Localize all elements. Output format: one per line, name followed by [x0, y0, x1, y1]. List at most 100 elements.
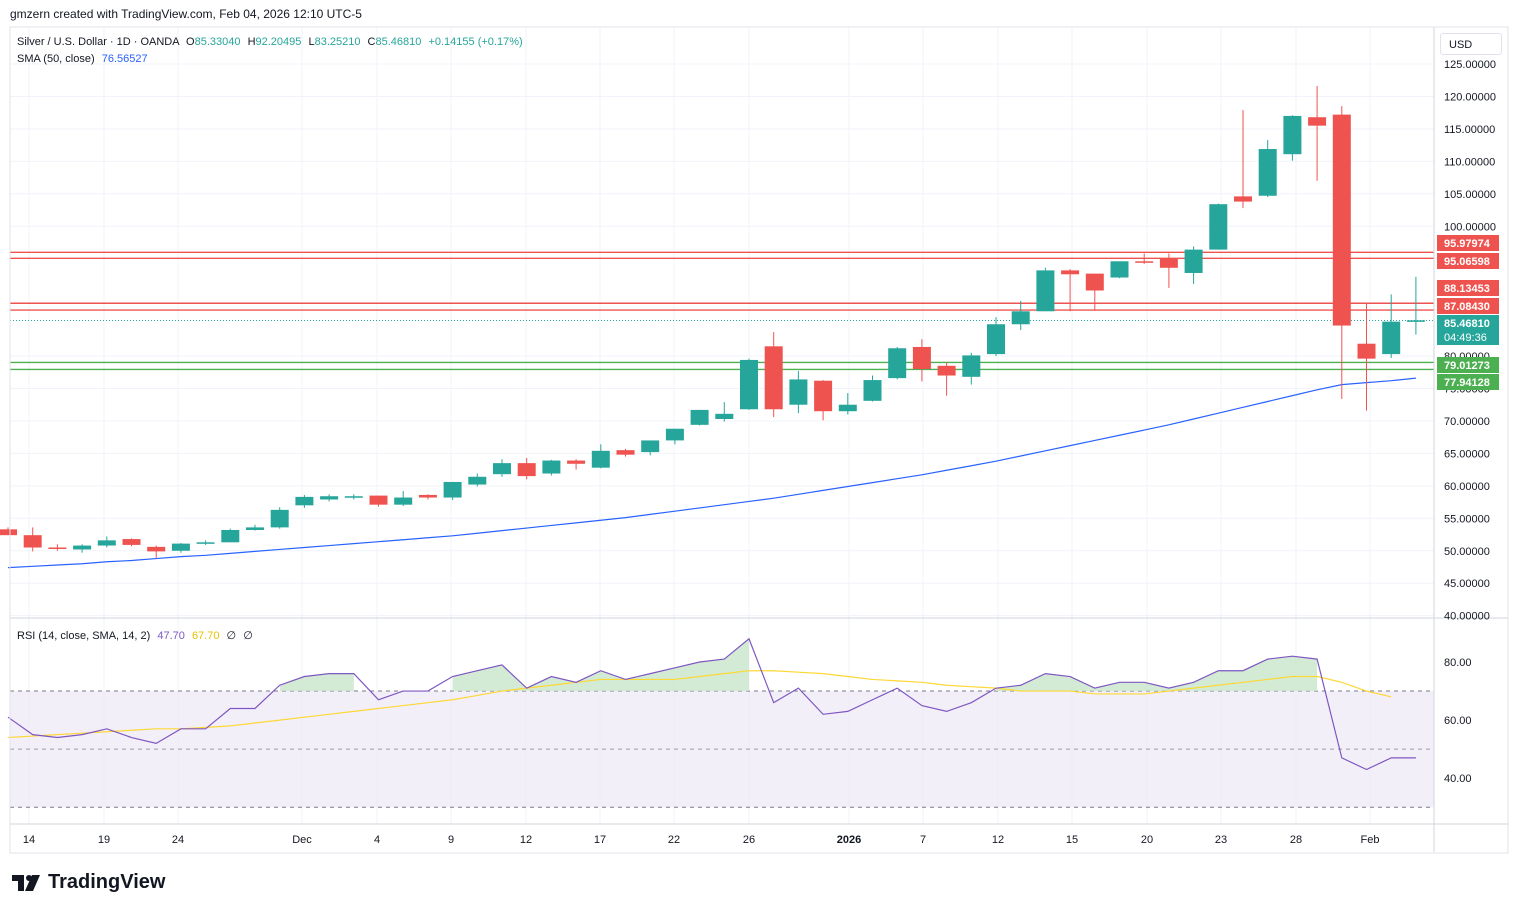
candle-body: [1406, 320, 1425, 322]
rsi-y-tick-label: 40.00: [1444, 773, 1472, 785]
close-value: 85.46810: [375, 36, 422, 48]
candle-body: [641, 440, 660, 453]
sma-line: [7, 377, 1416, 569]
candle-body: [468, 476, 487, 485]
y-tick-label: 55.00000: [1444, 513, 1490, 525]
candle-body: [1135, 261, 1154, 263]
axes: 125.00000 120.00000 115.00000 110.00000 105.…: [9, 26, 1509, 854]
rsi-value: 47.70: [157, 630, 185, 642]
candle-body: [888, 348, 907, 379]
candle-body: [97, 540, 116, 546]
candle-body: [912, 346, 931, 370]
candle-body: [1258, 149, 1277, 196]
x-tick-label: 4: [374, 834, 380, 846]
x-tick-label: Feb: [1361, 834, 1380, 846]
candle-body: [1209, 204, 1228, 250]
y-tick-label: 110.00000: [1444, 156, 1495, 168]
y-tick-label: 120.00000: [1444, 91, 1496, 103]
candle-body: [221, 529, 240, 543]
candle-body: [122, 539, 141, 545]
candles: [0, 86, 1425, 558]
y-tick-label: 105.00000: [1444, 189, 1496, 201]
y-tick-label: 45.00000: [1444, 578, 1490, 590]
x-tick-label: 12: [992, 834, 1004, 846]
credit-text: gmzern created with TradingView.com, Feb…: [10, 7, 362, 21]
candle-body: [1357, 343, 1376, 359]
candle-body: [1382, 321, 1401, 355]
y-tick-label: 40.00000: [1444, 611, 1490, 623]
level-label: 77.94128: [1444, 377, 1490, 389]
brand-name: TradingView: [48, 871, 166, 893]
rsi-div1: ∅: [226, 630, 237, 642]
candle-body: [542, 460, 561, 474]
symbol-legend: Silver / U.S. Dollar · 1D · OANDA O85.33…: [17, 36, 523, 48]
level-label: 95.06598: [1444, 256, 1490, 268]
sma-legend[interactable]: SMA (50, close) 76.56527: [17, 53, 148, 65]
candle-body: [394, 497, 413, 505]
sma-label: SMA (50, close): [17, 53, 95, 65]
rsi-series: [7, 637, 1416, 771]
candle-body: [987, 324, 1005, 355]
level-label-bg: [1437, 253, 1499, 269]
x-tick-label: Dec: [292, 834, 312, 846]
rsi-y-tick-label: 80.00: [1444, 657, 1472, 669]
candle-body: [616, 450, 635, 455]
level-label: 87.08430: [1444, 301, 1490, 313]
high-value: 92.20495: [255, 36, 302, 48]
tradingview-logo-icon: [12, 874, 40, 891]
currency-button[interactable]: USD: [1440, 33, 1502, 55]
candle-body: [838, 404, 857, 412]
level-label: 79.01273: [1444, 360, 1490, 372]
candle-body: [73, 545, 92, 550]
x-tick-label: 23: [1215, 834, 1227, 846]
x-tick-label: 22: [668, 834, 680, 846]
y-tick-label: 50.00000: [1444, 546, 1490, 558]
candle-body: [863, 380, 882, 401]
candle-body: [715, 413, 734, 420]
x-tick-label: 24: [172, 834, 184, 846]
candle-body: [1085, 273, 1104, 291]
open-value: 85.33040: [194, 36, 241, 48]
rsi-y-tick-label: 60.00: [1444, 715, 1472, 727]
candle-body: [48, 547, 67, 550]
rsi-sma-value: 67.70: [191, 630, 220, 642]
candle-body: [147, 546, 166, 552]
x-tick-label: 12: [520, 834, 532, 846]
open-label: O: [186, 36, 195, 48]
rsi-pane: [7, 637, 1434, 808]
level-label-bg: [1437, 280, 1499, 296]
candle-body: [1036, 270, 1055, 312]
candle-body: [493, 463, 511, 475]
candle-body: [1061, 270, 1080, 275]
y-tick-label: 125.00000: [1444, 59, 1496, 71]
x-tick-label: 19: [98, 834, 110, 846]
rsi-overbought-fill: [452, 638, 749, 692]
symbol-name[interactable]: Silver / U.S. Dollar · 1D · OANDA: [17, 36, 179, 48]
candle-body: [1011, 311, 1030, 325]
candle-body: [295, 496, 314, 506]
y-tick-label: 60.00000: [1444, 481, 1490, 493]
candle-body: [740, 359, 758, 410]
x-tick-label: 7: [920, 834, 926, 846]
level-label: 88.13453: [1444, 283, 1490, 295]
sma-series: [7, 377, 1416, 569]
candle-body: [320, 496, 339, 500]
candle-body: [764, 346, 783, 410]
y-tick-label: 100.00000: [1444, 221, 1496, 233]
candle-body: [517, 463, 536, 477]
candle-body: [789, 379, 808, 405]
level-label-bg: [1437, 374, 1499, 390]
y-tick-label: 70.00000: [1444, 416, 1490, 428]
level-label: 95.97974: [1444, 238, 1491, 250]
rsi-legend[interactable]: RSI (14, close, SMA, 14, 2) 47.70 67.70 …: [17, 629, 253, 642]
last-price-bg: [1437, 315, 1499, 345]
candle-body: [1332, 114, 1351, 326]
y-tick-label: 115.00000: [1444, 124, 1495, 136]
x-tick-label: 14: [23, 834, 35, 846]
low-label: L: [308, 36, 315, 48]
rsi-overbought-fill: [996, 656, 1318, 692]
candle-body: [23, 535, 42, 548]
high-label: H: [247, 36, 256, 48]
level-label-bg: [1437, 235, 1499, 251]
last-price-label: 85.46810: [1444, 318, 1490, 330]
